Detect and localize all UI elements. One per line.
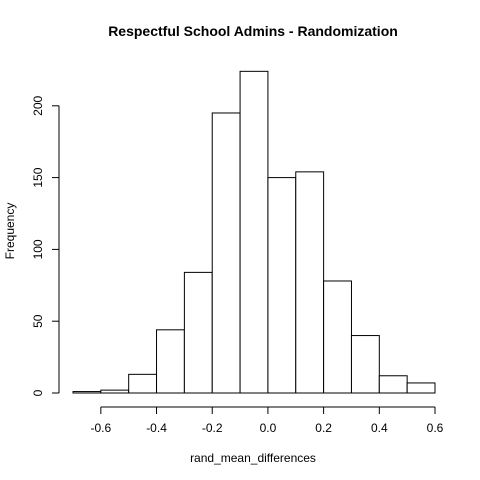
y-tick-label: 150 [31, 167, 45, 187]
histogram-bar [295, 171, 325, 394]
x-tick-label: 0.0 [260, 421, 277, 435]
histogram-bar [406, 382, 436, 394]
histogram-bar [211, 112, 241, 394]
y-axis: 0 50 100 150 200 [31, 95, 60, 396]
x-tick-label: 0.6 [427, 421, 444, 435]
x-tick-label: -0.2 [202, 421, 223, 435]
x-tick-label: -0.4 [146, 421, 167, 435]
histogram-bar [183, 271, 213, 394]
histogram-bar [72, 391, 102, 394]
chart-title: Respectful School Admins - Randomization [108, 23, 398, 39]
x-tick-label: 0.4 [371, 421, 388, 435]
histogram-bar [267, 177, 297, 394]
histogram-bar [128, 373, 158, 394]
histogram-bar [100, 389, 130, 394]
x-axis: -0.6 -0.4 -0.2 0.0 0.2 0.4 0.6 [91, 406, 444, 435]
histogram-bar [156, 329, 185, 394]
x-tick-label: 0.2 [315, 421, 332, 435]
histogram-bar [378, 375, 408, 394]
x-tick-label: -0.6 [91, 421, 112, 435]
x-axis-label: rand_mean_differences [190, 451, 316, 465]
y-tick-label: 50 [31, 314, 45, 328]
histogram-bar [350, 335, 380, 394]
histogram-bar [239, 70, 269, 394]
histogram-bar [323, 280, 352, 394]
y-tick-label: 200 [31, 95, 45, 115]
y-tick-label: 0 [31, 389, 45, 396]
y-tick-label: 100 [31, 239, 45, 259]
y-axis-label: Frequency [3, 203, 17, 260]
histogram-bars [72, 70, 436, 394]
